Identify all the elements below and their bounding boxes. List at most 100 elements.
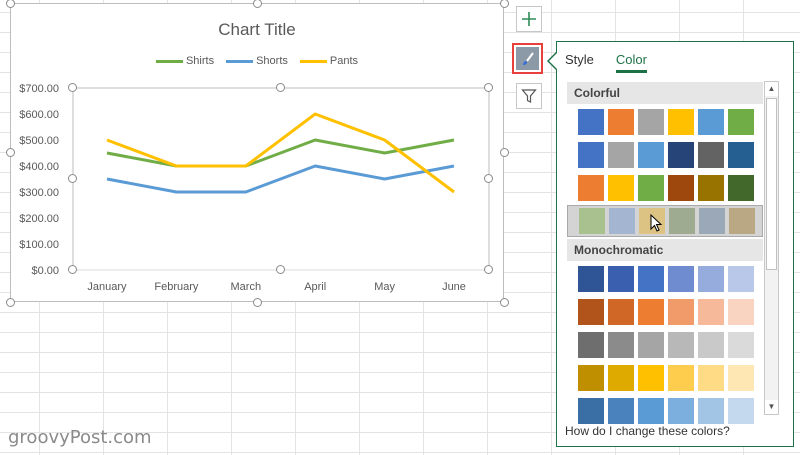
chart-styles-button[interactable] bbox=[512, 43, 543, 74]
color-swatch bbox=[668, 299, 694, 325]
chart-resize-handle[interactable] bbox=[252, 0, 262, 8]
color-palette-list[interactable]: Colorful Monochromatic bbox=[567, 79, 763, 453]
chart-resize-handle[interactable] bbox=[5, 0, 15, 8]
color-swatch bbox=[668, 332, 694, 358]
color-swatch bbox=[578, 365, 604, 391]
plot-area-resize-handle[interactable] bbox=[275, 264, 285, 274]
chart-resize-handle[interactable] bbox=[5, 148, 15, 157]
color-swatch bbox=[668, 365, 694, 391]
chart-filters-button[interactable] bbox=[516, 83, 542, 109]
colorful-palette-row[interactable] bbox=[567, 106, 763, 138]
plot-area-resize-handle[interactable] bbox=[483, 264, 493, 274]
series-line-shorts bbox=[106, 164, 455, 194]
y-tick-label: $300.00 bbox=[19, 187, 59, 199]
tab-color[interactable]: Color bbox=[615, 52, 647, 73]
colorful-section-header: Colorful bbox=[567, 82, 763, 104]
chart-resize-handle[interactable] bbox=[499, 297, 509, 307]
chart-styles-panel: Style Color Colorful Monochromatic ▲ ▼ Ho… bbox=[549, 41, 794, 447]
legend-entry-shirts[interactable]: Shirts bbox=[155, 55, 214, 67]
chart-resize-handle[interactable] bbox=[499, 0, 509, 8]
legend-entry-shorts[interactable]: Shorts bbox=[226, 55, 288, 67]
series-line-shirts bbox=[106, 138, 455, 168]
colorful-palette-row[interactable] bbox=[567, 139, 763, 171]
chart-title[interactable]: Chart Title bbox=[218, 20, 296, 39]
x-tick-label: February bbox=[154, 281, 199, 293]
series-line-pants bbox=[106, 112, 455, 194]
monochromatic-palette-row[interactable] bbox=[567, 362, 763, 394]
color-swatch bbox=[638, 142, 664, 168]
color-swatch bbox=[608, 175, 634, 201]
y-tick-label: $0.00 bbox=[31, 265, 59, 277]
plot-area-resize-handle[interactable] bbox=[67, 173, 77, 183]
tab-style[interactable]: Style bbox=[565, 52, 594, 67]
chart-elements-button[interactable] bbox=[516, 6, 542, 32]
mouse-cursor-icon bbox=[650, 214, 663, 232]
color-swatch bbox=[638, 175, 664, 201]
plot-area-resize-handle[interactable] bbox=[67, 82, 77, 92]
paintbrush-icon bbox=[522, 51, 534, 65]
scroll-down-button[interactable]: ▼ bbox=[765, 400, 778, 414]
monochromatic-palette-row[interactable] bbox=[567, 296, 763, 328]
watermark: groovyPost.com bbox=[8, 427, 152, 448]
x-tick-label: April bbox=[304, 281, 326, 293]
color-swatch bbox=[669, 208, 695, 234]
color-swatch bbox=[728, 299, 754, 325]
colorful-palette-row[interactable] bbox=[567, 205, 763, 237]
chart-resize-handle[interactable] bbox=[252, 297, 262, 307]
chart-legend: Shirts Shorts Pants bbox=[11, 55, 503, 67]
color-swatch bbox=[668, 142, 694, 168]
palette-scrollbar[interactable]: ▲ ▼ bbox=[764, 81, 779, 415]
color-swatch bbox=[578, 332, 604, 358]
chart-resize-handle[interactable] bbox=[499, 148, 509, 157]
color-swatch bbox=[698, 266, 724, 292]
color-swatch bbox=[608, 332, 634, 358]
color-swatch bbox=[728, 109, 754, 135]
chart-resize-handle[interactable] bbox=[5, 297, 15, 307]
scroll-thumb[interactable] bbox=[766, 98, 777, 270]
color-swatch bbox=[668, 266, 694, 292]
color-swatch bbox=[638, 299, 664, 325]
color-swatch bbox=[608, 266, 634, 292]
plot-area-resize-handle[interactable] bbox=[67, 264, 77, 274]
color-swatch bbox=[728, 365, 754, 391]
line-chart[interactable]: Chart Title Shirts Shorts Pants $0.00 $100.… bbox=[10, 3, 504, 302]
color-swatch bbox=[638, 365, 664, 391]
plot-area[interactable]: $0.00 $100.00 $200.00 $300.00 $400.00 $500.00… bbox=[11, 4, 505, 303]
colorful-palette-row[interactable] bbox=[567, 172, 763, 204]
color-swatch bbox=[668, 109, 694, 135]
color-swatch bbox=[608, 398, 634, 424]
plot-area-resize-handle[interactable] bbox=[483, 173, 493, 183]
color-swatch bbox=[578, 266, 604, 292]
color-swatch bbox=[699, 208, 725, 234]
color-swatch bbox=[698, 142, 724, 168]
legend-entry-pants[interactable]: Pants bbox=[299, 55, 358, 67]
color-swatch bbox=[608, 142, 634, 168]
color-swatch bbox=[728, 266, 754, 292]
color-swatch bbox=[608, 299, 634, 325]
monochromatic-palette-row[interactable] bbox=[567, 329, 763, 361]
color-swatch bbox=[578, 398, 604, 424]
legend-swatch bbox=[299, 59, 327, 63]
y-tick-label: $400.00 bbox=[19, 161, 59, 173]
color-swatch bbox=[698, 332, 724, 358]
y-tick-label: $100.00 bbox=[19, 239, 59, 251]
color-swatch bbox=[638, 332, 664, 358]
color-swatch bbox=[578, 175, 604, 201]
plus-icon bbox=[522, 12, 536, 26]
color-swatch bbox=[668, 398, 694, 424]
monochromatic-palette-row[interactable] bbox=[567, 395, 763, 427]
x-tick-label: January bbox=[87, 281, 127, 293]
monochromatic-palette-row[interactable] bbox=[567, 263, 763, 295]
color-swatch bbox=[578, 109, 604, 135]
color-swatch bbox=[698, 365, 724, 391]
legend-swatch bbox=[226, 59, 254, 63]
help-link[interactable]: How do I change these colors? bbox=[565, 424, 730, 438]
legend-swatch bbox=[155, 59, 183, 63]
color-swatch bbox=[579, 208, 605, 234]
color-swatch bbox=[728, 398, 754, 424]
plot-area-resize-handle[interactable] bbox=[275, 82, 285, 92]
legend-label: Shorts bbox=[256, 55, 288, 67]
scroll-up-button[interactable]: ▲ bbox=[765, 82, 778, 96]
x-tick-label: May bbox=[374, 281, 395, 293]
plot-area-resize-handle[interactable] bbox=[483, 82, 493, 92]
